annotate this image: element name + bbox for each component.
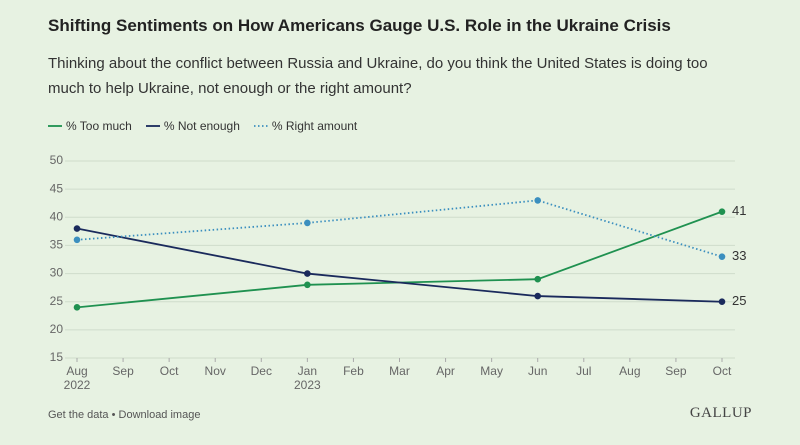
data-point [304,270,311,277]
legend-swatch [145,125,160,127]
y-tick-label: 45 [50,181,64,195]
x-tick-label: Sep [665,364,687,378]
x-tick-label: Sep [112,364,134,378]
y-tick-label: 35 [50,238,64,252]
x-tick-label: Oct [160,364,179,378]
y-tick-label: 25 [50,294,64,308]
data-point [73,225,81,232]
data-point [718,208,726,215]
x-tick-label: Mar [389,364,410,378]
y-tick-label: 30 [50,266,64,280]
x-tick-label: Apr [436,364,455,378]
x-tick-year: 2023 [294,378,321,392]
data-point [718,298,726,306]
data-point [534,292,542,300]
end-label: 41 [732,203,746,218]
logo: GALLUP [689,405,752,421]
x-tick-label: Dec [251,364,272,378]
series-line [76,227,723,303]
x-tick-label: Jun [528,364,547,378]
end-label: 33 [732,248,746,263]
legend-swatch [48,125,62,127]
legend-item[interactable]: % Not enough [145,119,240,133]
end-label: 25 [732,293,746,308]
x-tick-label: Jan [298,364,317,378]
footer[interactable]: Get the data • Download image [48,409,201,421]
data-point [73,304,81,311]
legend-item[interactable]: % Too much [48,119,132,133]
series-line [76,210,723,309]
y-tick-label: 20 [50,322,64,336]
legend: % Too much % Not enough % Right amount [48,119,357,133]
data-point [534,275,542,283]
x-tick-label: Feb [343,364,364,378]
data-point [534,197,542,204]
x-tick-label: May [480,364,503,378]
x-tick-label: Nov [205,364,226,378]
legend-item[interactable]: % Right amount [253,119,358,133]
data-point [304,219,311,227]
x-tick-label: Oct [713,364,732,378]
y-tick-label: 15 [50,350,64,364]
legend-label: % Right amount [271,119,358,133]
x-tick-label: Jul [576,364,591,378]
x-tick-label: Aug [619,364,640,378]
chart-subtitle: Thinking about the conflict between Russ… [48,55,708,97]
legend-label: % Too much [66,119,132,133]
x-tick-year: 2022 [64,378,91,392]
data-point [73,236,81,244]
y-tick-label: 50 [50,153,64,167]
y-tick-label: 40 [50,209,64,223]
data-point [304,281,311,289]
legend-label: % Not enough [163,119,240,133]
x-tick-label: Aug [66,364,87,378]
chart-title: Shifting Sentiments on How Americans Gau… [48,16,671,35]
data-point [718,253,726,260]
